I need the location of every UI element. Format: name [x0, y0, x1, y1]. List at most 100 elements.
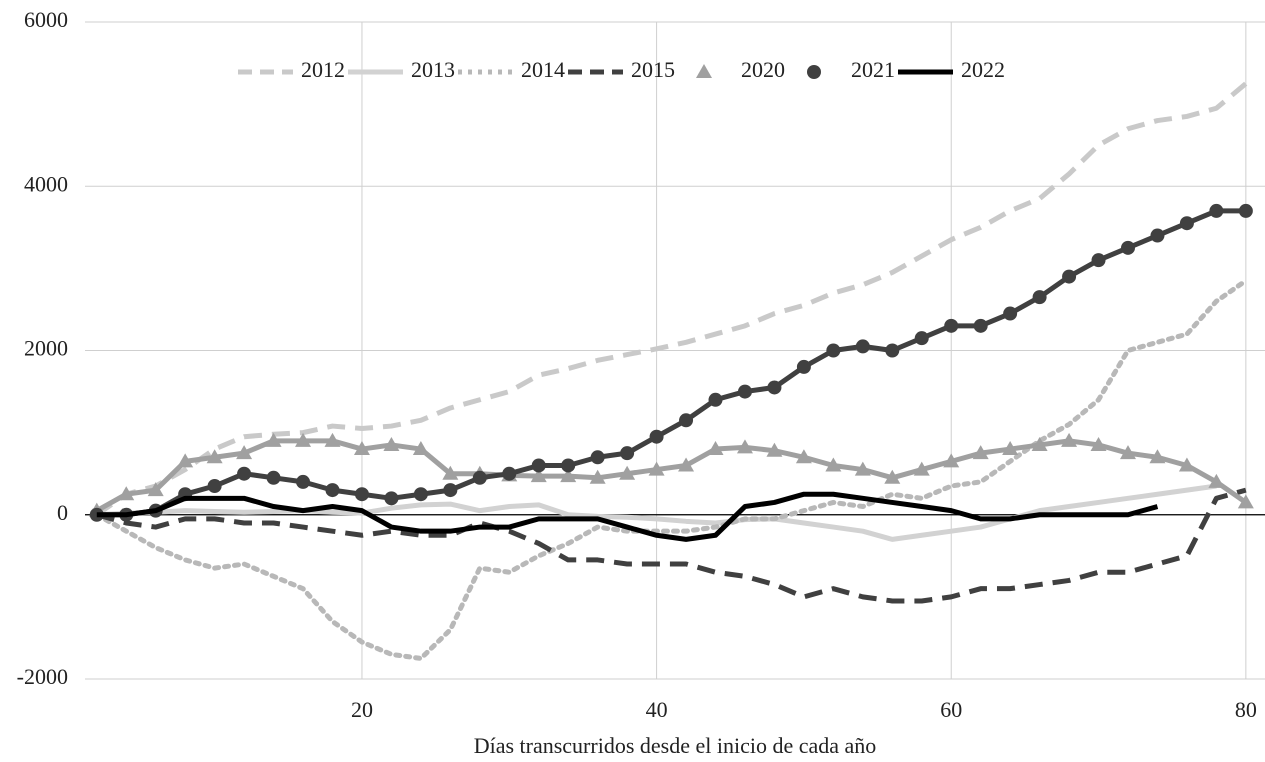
point — [1091, 253, 1106, 268]
point — [943, 453, 960, 468]
point — [1062, 269, 1077, 284]
series-line — [96, 487, 1247, 604]
point — [1119, 445, 1136, 460]
point — [1003, 306, 1018, 321]
point — [560, 468, 577, 483]
legend-label: 2012 — [301, 57, 345, 82]
x-tick-label: 40 — [646, 697, 668, 722]
point — [589, 469, 606, 484]
point — [707, 441, 724, 456]
point — [590, 450, 605, 465]
y-tick-label: 4000 — [24, 171, 68, 196]
point — [118, 486, 135, 501]
point — [472, 470, 487, 485]
x-tick-label: 20 — [351, 697, 373, 722]
x-axis-label: Días transcurridos desde el inicio de ca… — [474, 733, 877, 758]
point — [325, 483, 340, 498]
y-tick-label: -2000 — [17, 664, 68, 689]
point — [1238, 203, 1253, 218]
point — [296, 474, 311, 489]
x-tick-label: 80 — [1235, 697, 1257, 722]
point — [972, 445, 989, 460]
series-line — [95, 81, 1248, 517]
point — [766, 442, 783, 457]
point — [147, 482, 164, 497]
legend-marker — [807, 65, 821, 79]
point — [736, 439, 753, 454]
point — [1150, 228, 1165, 243]
point — [561, 458, 576, 473]
point — [767, 380, 782, 395]
point — [913, 461, 930, 476]
point — [177, 453, 194, 468]
point — [384, 491, 399, 506]
series-line — [95, 438, 1248, 513]
point — [413, 487, 428, 502]
legend-label: 2020 — [741, 57, 785, 82]
point — [914, 331, 929, 346]
legend-label: 2022 — [961, 57, 1005, 82]
point — [207, 479, 222, 494]
point — [1031, 436, 1048, 451]
point — [648, 461, 665, 476]
point — [1209, 203, 1224, 218]
point — [854, 461, 871, 476]
legend-label: 2015 — [631, 57, 675, 82]
series-line — [96, 208, 1246, 518]
point — [1090, 436, 1107, 451]
point — [353, 441, 370, 456]
legend-marker — [696, 64, 712, 78]
point — [855, 339, 870, 354]
point — [412, 441, 429, 456]
point — [1061, 432, 1078, 447]
point — [884, 469, 901, 484]
point — [295, 432, 312, 447]
point — [237, 466, 252, 481]
point — [443, 483, 458, 498]
series-line — [96, 483, 1217, 542]
y-tick-label: 6000 — [24, 7, 68, 32]
y-tick-label: 2000 — [24, 336, 68, 361]
point — [649, 429, 664, 444]
point — [885, 343, 900, 358]
legend-label: 2014 — [521, 57, 565, 82]
point — [266, 470, 281, 485]
legend-label: 2021 — [851, 57, 895, 82]
point — [1032, 290, 1047, 305]
point — [531, 458, 546, 473]
x-tick-label: 60 — [940, 697, 962, 722]
point — [620, 446, 635, 461]
point — [678, 457, 695, 472]
point — [825, 457, 842, 472]
point — [619, 465, 636, 480]
point — [1179, 216, 1194, 231]
series-line — [96, 491, 1159, 542]
point — [944, 318, 959, 333]
series-line — [94, 278, 1249, 661]
point — [265, 432, 282, 447]
point — [442, 465, 459, 480]
point — [530, 468, 547, 483]
point — [324, 432, 341, 447]
y-tick-label: 0 — [57, 500, 68, 525]
point — [679, 413, 694, 428]
point — [354, 487, 369, 502]
point — [1120, 240, 1135, 255]
point — [1237, 494, 1254, 509]
point — [502, 466, 517, 481]
point — [236, 445, 253, 460]
point — [708, 392, 723, 407]
point — [737, 384, 752, 399]
point — [826, 343, 841, 358]
legend-label: 2013 — [411, 57, 455, 82]
point — [1208, 473, 1225, 488]
point — [383, 436, 400, 451]
point — [206, 449, 223, 464]
point — [795, 449, 812, 464]
point — [1178, 457, 1195, 472]
point — [1002, 441, 1019, 456]
point — [973, 318, 988, 333]
point — [796, 359, 811, 374]
point — [1149, 449, 1166, 464]
